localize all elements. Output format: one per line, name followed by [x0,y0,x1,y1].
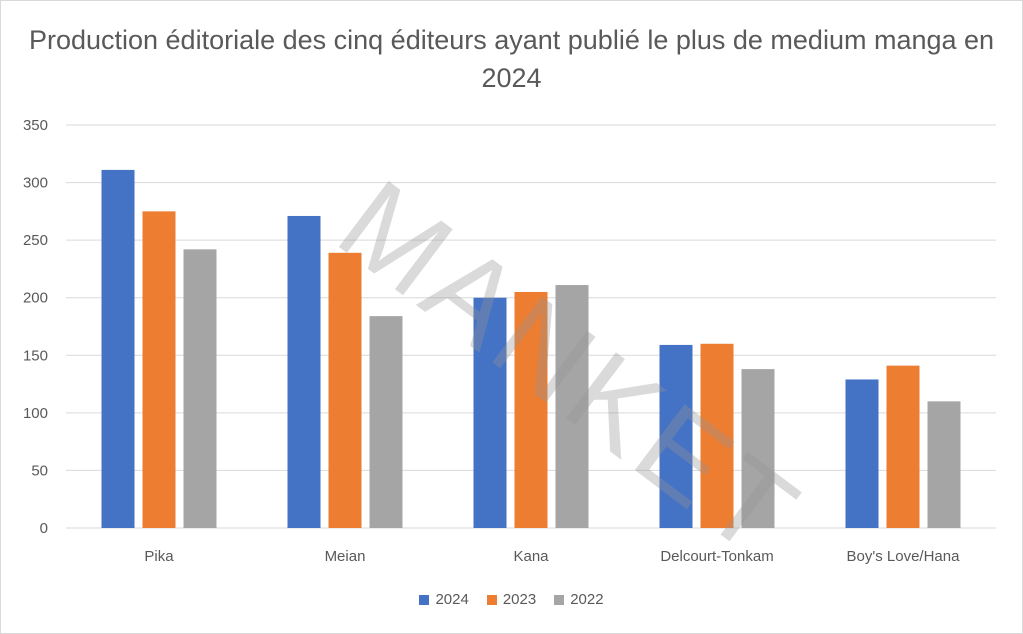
legend-swatch [419,594,430,605]
y-tick-label: 150 [23,347,48,364]
chart-title: Production éditoriale des cinq éditeurs … [28,25,995,93]
bar-2024 [101,169,135,529]
y-tick-label: 50 [31,462,48,479]
bar-2022 [183,249,217,528]
bar-2023 [328,252,362,528]
bar-2024 [287,215,321,528]
bar-2023 [700,343,734,528]
y-tick-label: 300 [23,175,48,192]
bar-2022 [741,369,775,528]
category-label: Meian [325,548,366,565]
bar-2022 [369,316,403,528]
legend-label: 2022 [570,591,604,608]
bar-2023 [514,291,548,528]
legend-label: 2024 [435,591,469,608]
legend-item-2022: 2022 [554,591,604,608]
category-label: Pika [144,548,174,565]
y-tick-label: 250 [23,232,48,249]
bar-2022 [927,401,961,528]
y-tick-label: 100 [23,405,48,422]
category-label: Boy's Love/Hana [847,548,961,565]
bar-2023 [886,365,920,528]
category-label: Kana [513,548,549,565]
bar-2022 [555,285,589,528]
legend: 2024 2023 2022 [1,591,1022,608]
category-label: Delcourt-Tonkam [660,548,773,565]
bar-2023 [142,211,176,528]
bar-2024 [473,297,507,528]
legend-swatch [554,594,565,605]
y-tick-label: 350 [23,117,48,134]
y-tick-label: 0 [40,520,48,537]
y-tick-label: 200 [23,290,48,307]
bar-2024 [659,344,693,528]
legend-label: 2023 [502,591,537,608]
legend-swatch [486,594,497,605]
legend-item-2023: 2023 [486,591,537,608]
legend-item-2024: 2024 [419,591,469,608]
bar-2024 [845,379,879,528]
